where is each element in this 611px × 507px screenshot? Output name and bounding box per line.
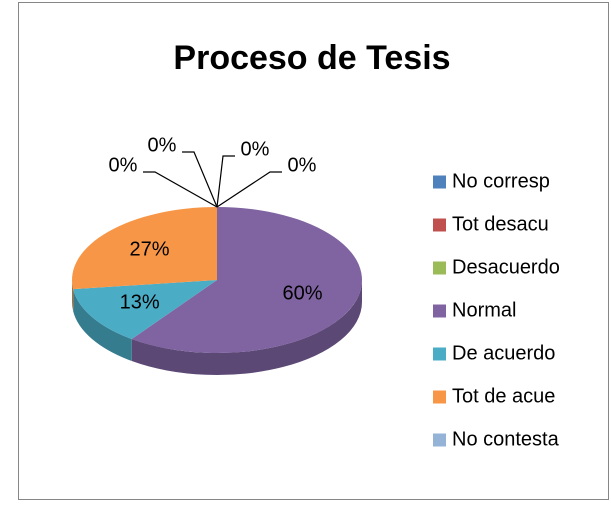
legend-swatch bbox=[433, 175, 446, 189]
pie-sides bbox=[72, 280, 362, 375]
data-label: 27% bbox=[130, 238, 170, 260]
data-label: 0% bbox=[288, 154, 317, 176]
pie-side bbox=[72, 280, 74, 312]
legend-label: No corresp bbox=[452, 170, 550, 192]
legend-swatch bbox=[433, 218, 446, 232]
legend-swatch bbox=[433, 261, 446, 275]
pie-slice bbox=[72, 207, 217, 290]
data-label: 0% bbox=[241, 138, 270, 160]
chart-title: Proceso de Tesis bbox=[173, 39, 450, 77]
legend-swatch bbox=[433, 304, 446, 318]
leader-line bbox=[216, 171, 282, 208]
data-label: 0% bbox=[109, 154, 138, 176]
pie-slice bbox=[73, 280, 217, 340]
leader-line bbox=[182, 151, 218, 208]
legend-label: Normal bbox=[452, 299, 516, 321]
legend-swatch bbox=[433, 433, 446, 447]
leader-line bbox=[143, 171, 218, 208]
pie-side bbox=[131, 280, 362, 375]
legend-swatch bbox=[433, 390, 446, 404]
data-label: 0% bbox=[148, 134, 177, 156]
legend-label: De acuerdo bbox=[452, 342, 555, 364]
legend-label: Desacuerdo bbox=[452, 256, 560, 278]
legend-label: Tot desacu bbox=[452, 213, 549, 235]
legend-label: No contesta bbox=[452, 428, 560, 450]
data-label: 13% bbox=[120, 291, 160, 313]
legend-swatch bbox=[433, 347, 446, 361]
leader-line bbox=[216, 155, 235, 208]
pie-tops bbox=[72, 207, 362, 353]
data-label: 60% bbox=[282, 282, 322, 304]
pie-side bbox=[73, 289, 132, 362]
legend-label: Tot de acue bbox=[452, 385, 555, 407]
pie-slice bbox=[131, 207, 362, 353]
